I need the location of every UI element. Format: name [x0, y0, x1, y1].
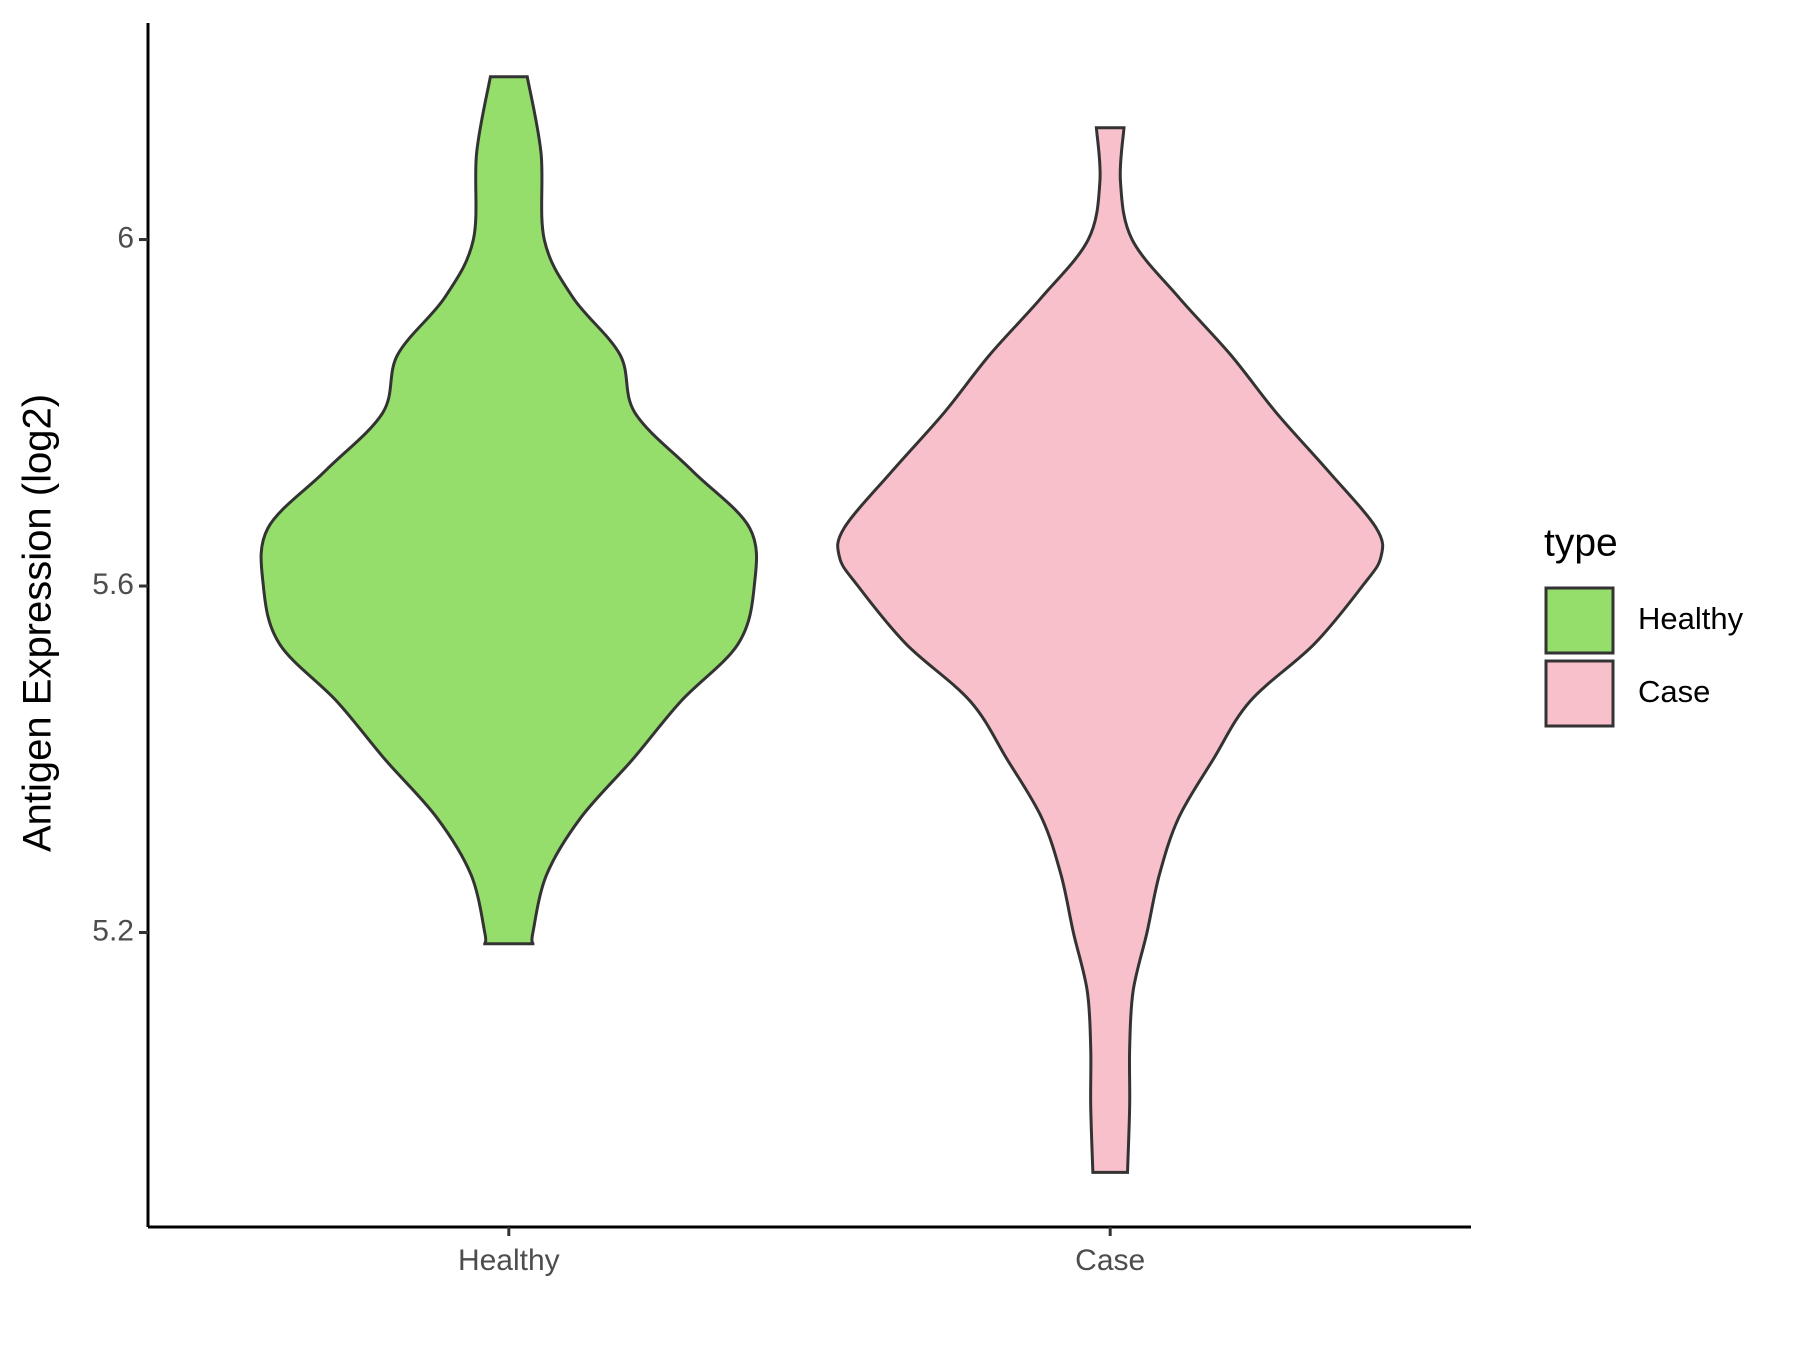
legend-label: Healthy	[1638, 601, 1744, 636]
x-tick-label: Case	[1075, 1244, 1145, 1277]
y-tick-label: 6	[117, 221, 134, 254]
legend-key	[1544, 659, 1615, 728]
x-tick-label: Healthy	[458, 1244, 560, 1277]
legend-title: type	[1544, 521, 1618, 564]
violin	[836, 126, 1385, 1174]
y-axis-label: Antigen Expression (log2)	[16, 394, 60, 852]
y-tick-label: 5.6	[92, 568, 134, 601]
y-tick-label: 5.2	[92, 914, 134, 947]
legend-label: Case	[1638, 674, 1710, 709]
legend-key	[1544, 586, 1615, 655]
violin	[259, 75, 759, 946]
